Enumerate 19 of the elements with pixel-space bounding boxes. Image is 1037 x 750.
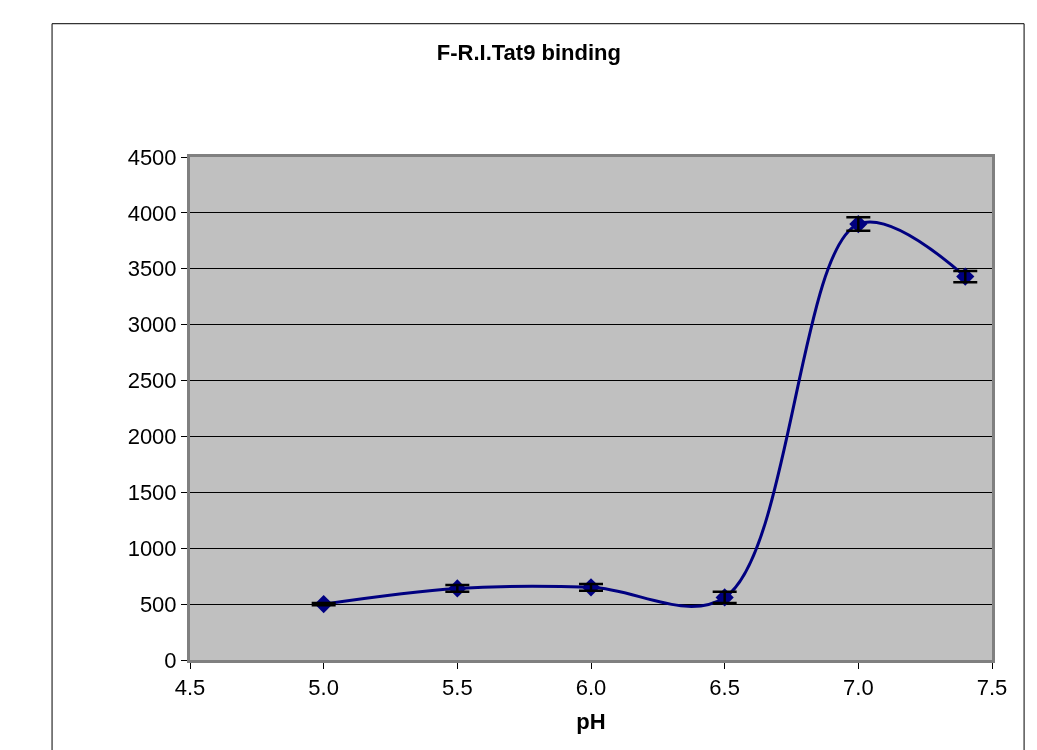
- x-tick-label: 6.5: [709, 675, 740, 701]
- chart-title: F-R.I.Tat9 binding: [436, 40, 621, 66]
- y-tick-label: 500: [139, 591, 177, 617]
- y-tick-label: 1500: [127, 480, 177, 506]
- y-tick-label: 4500: [127, 144, 177, 170]
- x-axis-title: pH: [576, 709, 606, 735]
- x-tick-label: 5.5: [442, 675, 473, 701]
- x-tick-label: 5.0: [308, 675, 339, 701]
- x-tick-label: 7.0: [843, 675, 874, 701]
- x-tick-label: 4.5: [174, 675, 206, 701]
- y-tick-label: 3500: [127, 256, 177, 282]
- y-tick-label: 0: [164, 647, 177, 673]
- y-tick-label: 4000: [127, 200, 177, 226]
- x-tick-label: 6.0: [575, 675, 607, 701]
- y-tick-label: 2000: [127, 424, 177, 450]
- y-tick-label: 3000: [127, 312, 177, 338]
- x-tick-label: 7.5: [976, 675, 1008, 701]
- y-tick-label: 1000: [127, 535, 177, 561]
- y-tick-label: 2500: [127, 368, 177, 394]
